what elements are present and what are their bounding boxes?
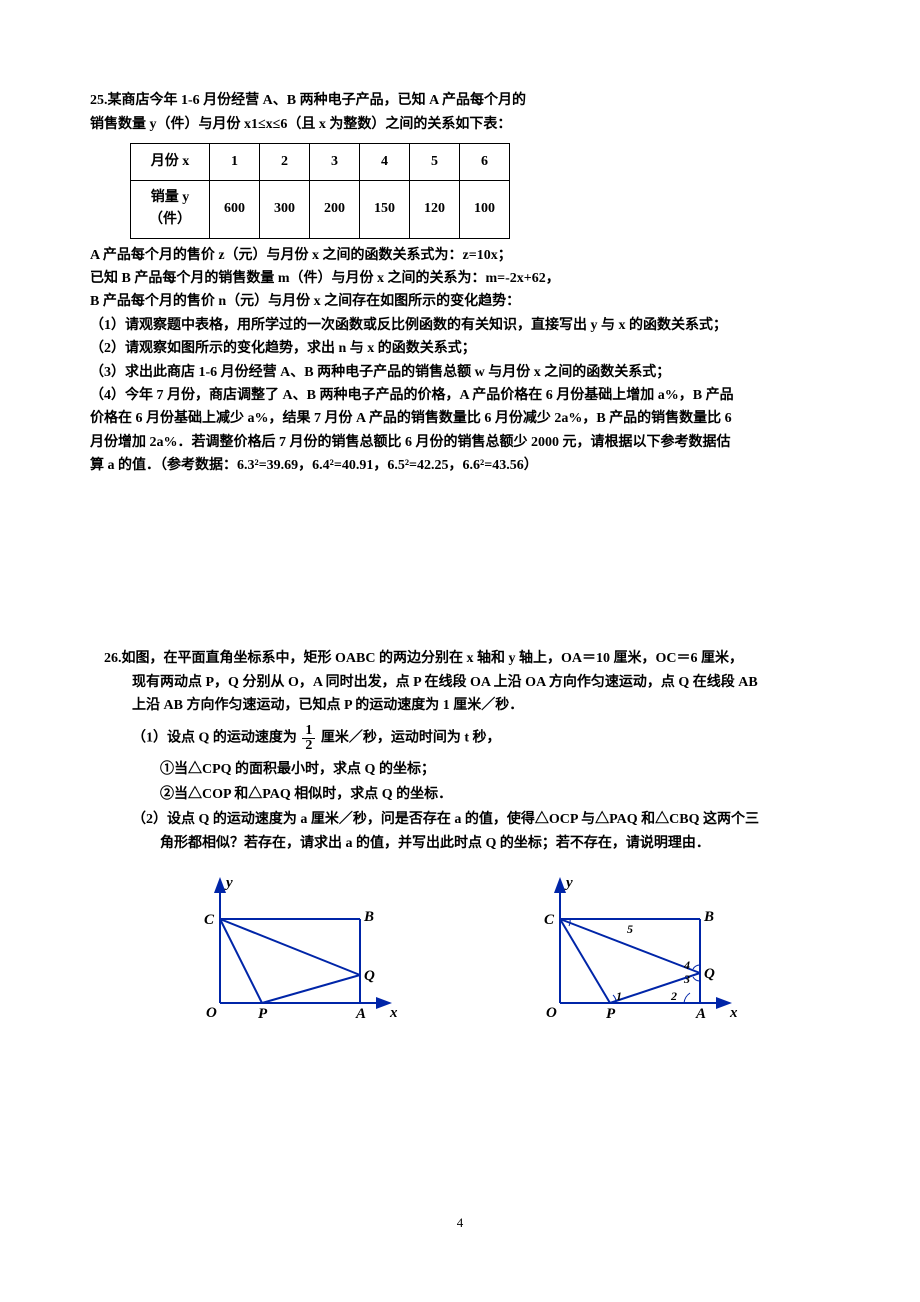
figures-row: y x O C B P A Q 5 1 234 y x O C B P A Q [90, 873, 830, 1033]
table-row: 月份 x 1 2 3 4 5 6 [131, 143, 510, 180]
svg-text:4: 4 [683, 958, 690, 972]
svg-text:O: O [206, 1005, 217, 1021]
p25-q4b: 价格在 6 月份基础上减少 a%，结果 7 月份 A 产品的销售数量比 6 月份… [90, 408, 830, 430]
svg-text:3: 3 [683, 972, 690, 986]
figure-1: y x O C B P A Q [180, 873, 400, 1033]
p25-line2: 销售数量 y（件）与月份 x1≤x≤6（且 x 为整数）之间的关系如下表： [90, 114, 830, 136]
table-cell: 5 [410, 143, 460, 180]
svg-text:P: P [606, 1006, 616, 1022]
table-cell: 200 [310, 180, 360, 238]
p25-line5: B 产品每个月的售价 n（元）与月份 x 之间存在如图所示的变化趋势： [90, 291, 830, 313]
p26-l1: 26.如图，在平面直角坐标系中，矩形 OABC 的两边分别在 x 轴和 y 轴上… [90, 648, 830, 670]
svg-text:2: 2 [670, 989, 677, 1003]
table-cell: 2 [260, 143, 310, 180]
table-cell: 4 [360, 143, 410, 180]
frac-den: 2 [302, 739, 315, 753]
table-cell: 1 [210, 143, 260, 180]
p26-q1: （1）设点 Q 的运动速度为 1 2 厘米／秒，运动时间为 t 秒， [90, 724, 830, 753]
p26-q1a: ①当△CPQ 的面积最小时，求点 Q 的坐标； [90, 759, 830, 781]
svg-text:x: x [729, 1005, 738, 1021]
svg-text:O: O [546, 1005, 557, 1021]
p25-data-table: 月份 x 1 2 3 4 5 6 销量 y （件） 600 300 200 15… [130, 143, 510, 239]
table-cell: 6 [460, 143, 510, 180]
table-header-month: 月份 x [131, 143, 210, 180]
table-cell: 300 [260, 180, 310, 238]
figure-2: 5 1 234 y x O C B P A Q [520, 873, 740, 1033]
frac-num: 1 [302, 724, 315, 739]
table-cell: 120 [410, 180, 460, 238]
svg-text:1: 1 [616, 989, 622, 1003]
svg-text:Q: Q [704, 966, 715, 982]
sales-label-2: （件） [145, 209, 195, 231]
p26-l2: 现有两动点 P，Q 分别从 O，A 同时出发，点 P 在线段 OA 上沿 OA … [90, 672, 830, 694]
p26-q1b: ②当△COP 和△PAQ 相似时，求点 Q 的坐标． [90, 784, 830, 806]
svg-text:Q: Q [364, 968, 375, 984]
table-header-sales: 销量 y （件） [131, 180, 210, 238]
table-row: 销量 y （件） 600 300 200 150 120 100 [131, 180, 510, 238]
p25-q2: （2）请观察如图所示的变化趋势，求出 n 与 x 的函数关系式； [90, 338, 830, 360]
p25-q1: （1）请观察题中表格，用所学过的一次函数或反比例函数的有关知识，直接写出 y 与… [90, 315, 830, 337]
svg-text:B: B [703, 909, 714, 925]
fraction-half: 1 2 [302, 724, 315, 753]
svg-text:y: y [224, 875, 233, 891]
svg-text:5: 5 [627, 922, 633, 936]
svg-text:C: C [204, 912, 215, 928]
p25-q4c: 月份增加 2a%．若调整价格后 7 月份的销售总额比 6 月份的销售总额少 20… [90, 432, 830, 454]
svg-text:y: y [564, 875, 573, 891]
table-cell: 3 [310, 143, 360, 180]
document-page: 25.某商店今年 1-6 月份经营 A、B 两种电子产品，已知 A 产品每个月的… [0, 0, 920, 1274]
p25-line1: 25.某商店今年 1-6 月份经营 A、B 两种电子产品，已知 A 产品每个月的 [90, 90, 830, 112]
p26-q2b: 角形都相似？若存在，请求出 a 的值，并写出此时点 Q 的坐标；若不存在，请说明… [90, 833, 830, 855]
p25-line4: 已知 B 产品每个月的销售数量 m（件）与月份 x 之间的关系为：m=-2x+6… [90, 268, 830, 290]
sales-label-1: 销量 y [145, 187, 195, 209]
blank-space [90, 478, 830, 648]
table-cell: 100 [460, 180, 510, 238]
p25-line3: A 产品每个月的售价 z（元）与月份 x 之间的函数关系式为：z=10x； [90, 245, 830, 267]
p26-q2a: （2）设点 Q 的运动速度为 a 厘米／秒，问是否存在 a 的值，使得△OCP … [90, 809, 830, 831]
svg-text:A: A [355, 1006, 366, 1022]
p25-q3: （3）求出此商店 1-6 月份经营 A、B 两种电子产品的销售总额 w 与月份 … [90, 362, 830, 384]
table-cell: 600 [210, 180, 260, 238]
p26-q1-post: 厘米／秒，运动时间为 t 秒， [321, 730, 501, 745]
svg-text:A: A [695, 1006, 706, 1022]
p26-l3: 上沿 AB 方向作匀速运动，已知点 P 的运动速度为 1 厘米／秒． [90, 695, 830, 717]
svg-text:C: C [544, 912, 555, 928]
svg-text:x: x [389, 1005, 398, 1021]
p26-q1-pre: （1）设点 Q 的运动速度为 [132, 730, 297, 745]
page-number: 4 [90, 1213, 830, 1234]
table-cell: 150 [360, 180, 410, 238]
p25-q4d: 算 a 的值．（参考数据：6.3²=39.69，6.4²=40.91，6.5²=… [90, 455, 830, 477]
svg-text:B: B [363, 909, 374, 925]
svg-text:P: P [258, 1006, 268, 1022]
p25-q4a: （4）今年 7 月份，商店调整了 A、B 两种电子产品的价格，A 产品价格在 6… [90, 385, 830, 407]
